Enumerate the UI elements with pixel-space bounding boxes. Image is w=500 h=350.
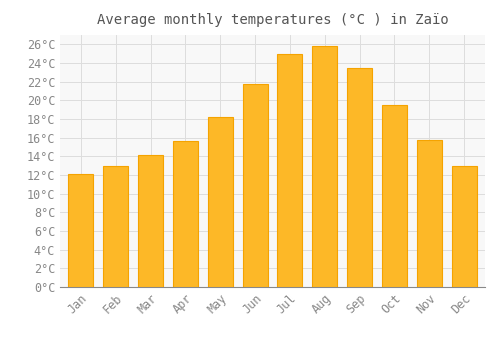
Bar: [208, 117, 233, 287]
Bar: [312, 46, 338, 287]
Bar: [452, 166, 476, 287]
Bar: [278, 54, 302, 287]
Bar: [242, 84, 268, 287]
Title: Average monthly temperatures (°C ) in Zaïo: Average monthly temperatures (°C ) in Za…: [96, 13, 448, 27]
Bar: [103, 166, 128, 287]
Bar: [416, 140, 442, 287]
Bar: [382, 105, 407, 287]
Bar: [138, 155, 163, 287]
Bar: [347, 68, 372, 287]
Bar: [173, 141, 198, 287]
Bar: [68, 174, 94, 287]
